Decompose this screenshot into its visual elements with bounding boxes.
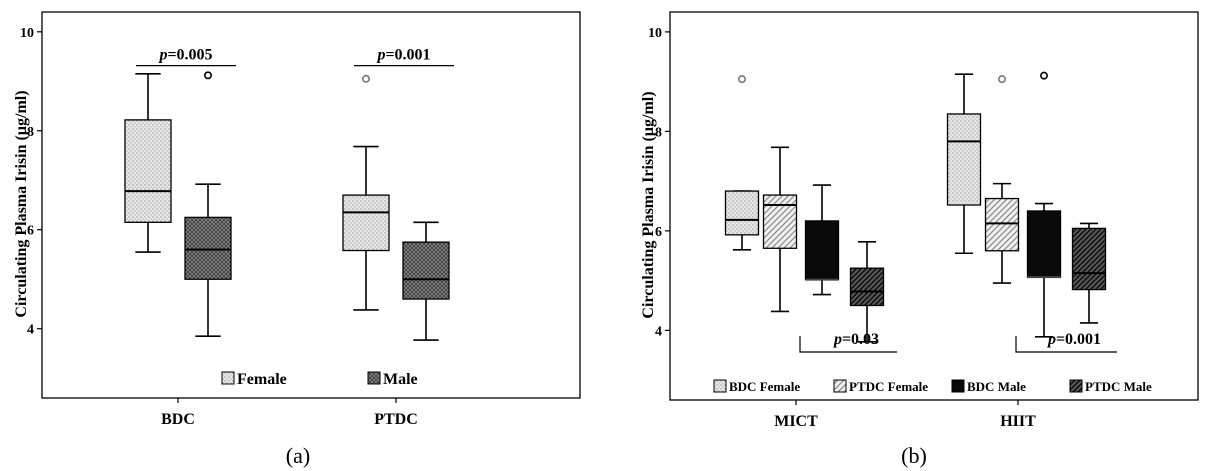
box-3 (402, 241, 450, 300)
box-2 (342, 194, 390, 252)
panel-b-y-axis-label: Circulating Plasma Irisin (µg/ml) (640, 91, 657, 318)
p-value-label: p=0.001 (375, 47, 430, 64)
p-value-label: p=0.005 (157, 47, 212, 64)
box-1 (184, 216, 232, 280)
significance-bracket (1015, 336, 1117, 353)
outlier-point (361, 74, 370, 83)
box-2 (804, 220, 840, 281)
legend-label: Female (237, 371, 287, 388)
legend-swatch (221, 371, 235, 385)
box-4 (946, 113, 982, 206)
p-value-label: p=0.03 (832, 331, 879, 348)
panel-a-chart: 4 6 8 10 BDC PTDC p=0.005 p=0.001 Female Male (20, 11, 581, 428)
y-tick-label: 8 (655, 125, 662, 140)
box-7 (1071, 227, 1107, 291)
y-tick-label: 10 (20, 26, 34, 41)
box-6 (1026, 210, 1062, 278)
legend-swatch (1069, 379, 1083, 393)
box-5 (984, 197, 1020, 252)
y-tick-label: 6 (655, 225, 662, 240)
y-tick-label: 8 (27, 125, 34, 140)
box-1 (762, 194, 798, 249)
legend: Female Male (221, 371, 418, 388)
x-tick-label-bdc: BDC (161, 411, 195, 428)
y-tick-label: 4 (655, 324, 662, 339)
legend-swatch (367, 371, 381, 385)
y-tick-label: 10 (648, 26, 662, 41)
legend-swatch (951, 379, 965, 393)
outlier-point (737, 75, 746, 84)
legend-swatch (833, 379, 847, 393)
plot-frame (41, 11, 581, 399)
box-0 (724, 190, 760, 236)
box-0 (124, 119, 172, 223)
x-tick-label-hiit: HIIT (1000, 413, 1036, 430)
plot-frame (669, 11, 1199, 401)
legend-swatch (713, 379, 727, 393)
legend-label: BDC Male (967, 379, 1026, 394)
y-tick-label: 4 (27, 323, 34, 338)
box-3 (849, 267, 885, 307)
panel-a-label: (a) (286, 443, 310, 468)
legend-label: BDC Female (729, 379, 800, 394)
legend-label: PTDC Female (849, 379, 928, 394)
p-value-label: p=0.001 (1046, 331, 1101, 348)
outlier-point (997, 75, 1006, 84)
panel-b-chart: 4 6 8 10 MICT HIIT p=0.03 p=0.001 BDC Female PTDC… (648, 11, 1199, 430)
x-tick-label-ptdc: PTDC (374, 411, 418, 428)
significance-bracket (799, 336, 897, 353)
legend-label: PTDC Male (1085, 379, 1152, 394)
legend-label: Male (383, 371, 418, 388)
x-tick-label-mict: MICT (774, 413, 818, 430)
outlier-point (1040, 71, 1049, 80)
panel-a-y-axis-label: Circulating Plasma Irisin (µg/ml) (13, 90, 30, 317)
y-tick-label: 6 (27, 224, 34, 239)
outlier-point (204, 71, 213, 80)
panel-b-label: (b) (901, 443, 927, 468)
legend: BDC Female PTDC Female BDC Male PTDC Male (713, 379, 1152, 394)
